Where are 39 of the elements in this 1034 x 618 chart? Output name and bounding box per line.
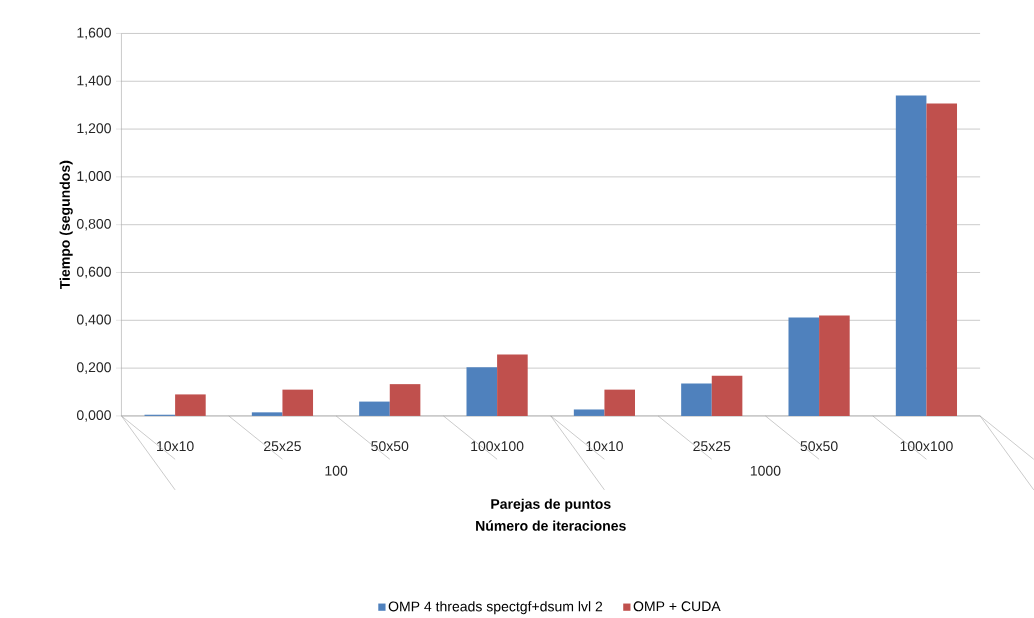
text: Número de iteraciones xyxy=(476,520,626,531)
bar xyxy=(359,401,390,416)
y-tick-label: 0,400 xyxy=(76,314,111,326)
bar xyxy=(282,389,314,416)
bar xyxy=(819,315,850,416)
text: 100 xyxy=(325,465,348,476)
y-tick-label: 0,800 xyxy=(76,218,111,231)
bar xyxy=(573,409,605,416)
bar xyxy=(926,103,958,416)
legend-label: OMP + CUDA xyxy=(633,601,721,612)
x-tick-label: 25x25 xyxy=(264,441,301,451)
y-tick-label: 1,200 xyxy=(77,123,111,135)
bar xyxy=(788,317,820,416)
bar xyxy=(497,354,528,416)
y-tick-label: 1,400 xyxy=(77,75,111,87)
x-tick-label: 50x50 xyxy=(800,441,838,451)
bar xyxy=(604,389,636,416)
x-tick-label: 25x25 xyxy=(693,441,731,451)
x-tick-label: 10x10 xyxy=(586,441,623,451)
y-tick-label: 0,600 xyxy=(76,266,111,279)
x-tick-label: 100x100 xyxy=(900,441,953,451)
bar xyxy=(681,383,712,416)
y-tick-label: 1,000 xyxy=(77,170,111,183)
bar xyxy=(251,412,283,416)
legend-label: OMP 4 threads spectgf+dsum lvl 2 xyxy=(388,600,603,615)
x-tick-label: 10x10 xyxy=(157,441,194,451)
y-tick-label: 1,600 xyxy=(77,27,111,40)
y-tick-label: 0,000 xyxy=(76,410,111,422)
bar xyxy=(711,375,743,416)
y-tick-label: 0,200 xyxy=(76,362,111,374)
x-tick-label: 100x100 xyxy=(471,441,524,451)
bar xyxy=(895,95,927,416)
x-tick-label: 50x50 xyxy=(371,441,409,451)
text: 1000 xyxy=(750,465,781,476)
bar xyxy=(466,367,498,416)
x-axis-title: Parejas de puntos xyxy=(491,498,611,512)
y-axis-title: Tiempo (segundos) xyxy=(59,160,73,289)
bar xyxy=(175,394,206,416)
bar xyxy=(389,383,421,416)
